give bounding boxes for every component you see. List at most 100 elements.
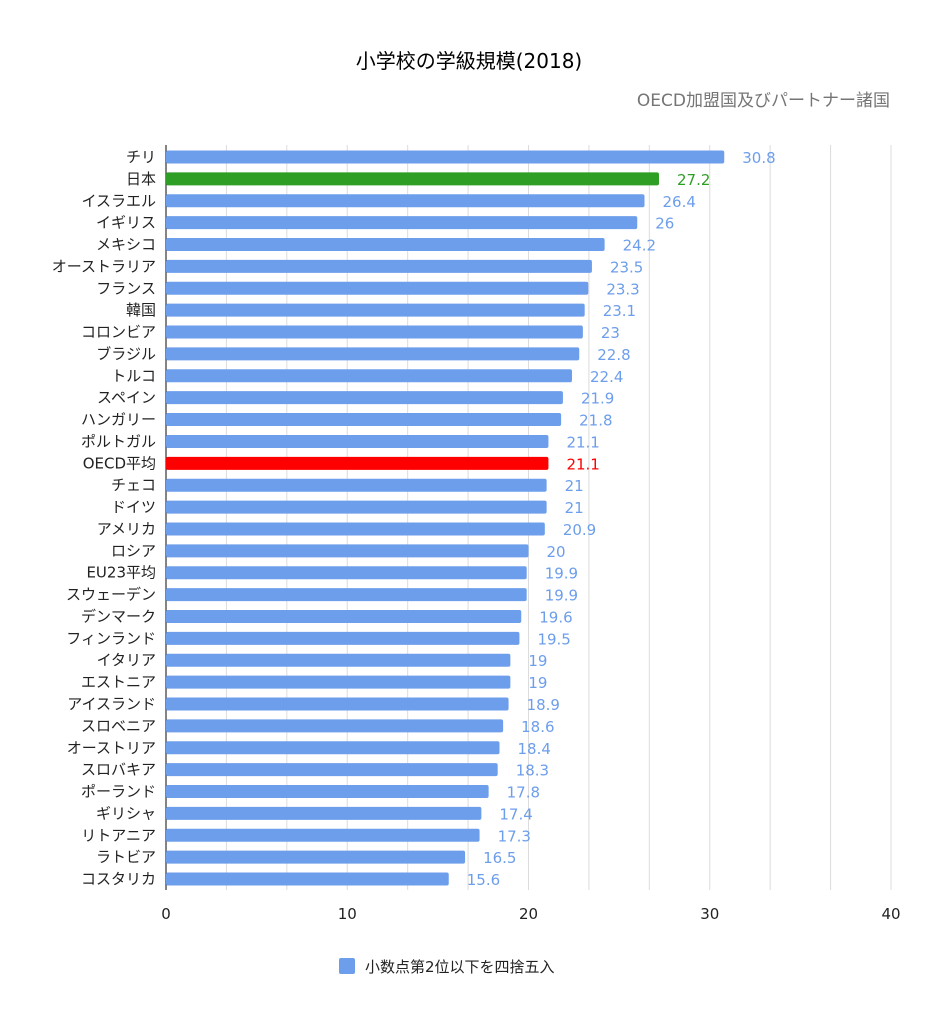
category-label: ギリシャ <box>96 804 156 822</box>
category-label: オーストリア <box>67 739 156 757</box>
bar <box>166 828 480 842</box>
value-label: 23 <box>601 324 620 342</box>
chart-subtitle: OECD加盟国及びパートナー諸国 <box>637 91 890 111</box>
bar <box>166 850 466 864</box>
category-label: ブラジル <box>96 345 156 363</box>
value-label: 17.8 <box>507 784 540 802</box>
bar <box>166 216 638 230</box>
value-label: 23.5 <box>610 258 643 276</box>
bar <box>166 631 520 645</box>
category-label: イギリス <box>96 214 156 232</box>
value-label: 18.6 <box>521 718 554 736</box>
legend-label: 小数点第2位以下を四捨五入 <box>365 958 555 976</box>
bar <box>166 544 529 558</box>
bar <box>166 609 522 623</box>
category-label: スロバキア <box>81 761 156 779</box>
bar <box>166 588 527 602</box>
value-label: 15.6 <box>467 871 500 889</box>
bar <box>166 281 589 295</box>
value-label: 23.3 <box>606 280 639 298</box>
bar <box>166 675 511 689</box>
category-label: イスラエル <box>81 192 156 210</box>
value-label: 21 <box>565 499 584 517</box>
value-label: 19.9 <box>545 587 578 605</box>
bar <box>166 238 605 252</box>
value-label: 18.3 <box>516 762 549 780</box>
bar <box>166 413 562 427</box>
value-label: 26 <box>655 215 674 233</box>
bar <box>166 522 545 536</box>
value-labels: 30.8 27.2 26.4 26 24.2 23.5 23.3 23.1 23 22.8 22.4… <box>467 149 776 889</box>
category-label: 日本 <box>126 170 156 188</box>
category-label: ハンガリー <box>81 411 156 429</box>
bars <box>166 150 725 886</box>
category-label: フィンランド <box>66 629 156 647</box>
category-label: スロベニア <box>81 717 156 735</box>
bar <box>166 325 583 339</box>
x-tick-label: 0 <box>161 905 171 923</box>
bar <box>166 194 645 208</box>
category-label: ポルトガル <box>81 432 156 450</box>
value-label: 23.1 <box>603 302 636 320</box>
value-label: 18.9 <box>527 696 560 714</box>
category-label: リトアニア <box>81 826 156 844</box>
bar <box>166 150 725 164</box>
x-tick-label: 30 <box>700 905 719 923</box>
legend: 小数点第2位以下を四捨五入 <box>339 958 555 976</box>
category-label: コスタリカ <box>81 870 156 888</box>
value-label: 21.1 <box>566 433 599 451</box>
legend-swatch <box>339 958 355 974</box>
value-label: 19.5 <box>537 630 570 648</box>
bar <box>166 653 511 667</box>
bar <box>166 872 449 886</box>
category-label: チリ <box>126 148 156 166</box>
category-label: ドイツ <box>111 498 156 516</box>
value-label: 17.3 <box>498 827 531 845</box>
category-label: デンマーク <box>81 607 156 625</box>
bar <box>166 347 580 361</box>
bar <box>166 303 585 317</box>
value-label: 20.9 <box>563 521 596 539</box>
bar <box>166 741 500 755</box>
value-label: 22.8 <box>597 346 630 364</box>
bar <box>166 434 549 448</box>
x-tick-label: 20 <box>519 905 538 923</box>
bar <box>166 478 547 492</box>
category-label: イタリア <box>97 651 156 669</box>
bar <box>166 719 504 733</box>
value-label: 19 <box>528 674 547 692</box>
category-label: メキシコ <box>96 236 156 254</box>
value-label: 24.2 <box>623 237 656 255</box>
value-label: 21 <box>565 477 584 495</box>
value-label: 20 <box>547 543 566 561</box>
category-label: フランス <box>96 279 156 297</box>
value-label: 22.4 <box>590 368 623 386</box>
category-label: コロンビア <box>81 323 156 341</box>
category-label: アメリカ <box>97 520 156 538</box>
category-label: 韓国 <box>126 301 156 319</box>
value-label: 21.8 <box>579 412 612 430</box>
bar <box>166 456 549 470</box>
value-label: 21.1 <box>566 455 599 473</box>
value-label: 21.9 <box>581 390 614 408</box>
value-label: 19.9 <box>545 565 578 583</box>
bar <box>166 697 509 711</box>
bar <box>166 566 527 580</box>
bar <box>166 785 489 799</box>
value-label: 19 <box>528 652 547 670</box>
value-label: 17.4 <box>499 805 532 823</box>
chart-title: 小学校の学級規模(2018) <box>356 49 583 73</box>
value-label: 26.4 <box>663 193 696 211</box>
category-label: ロシア <box>111 542 156 560</box>
bar <box>166 172 659 186</box>
bar <box>166 806 482 820</box>
bar <box>166 391 563 405</box>
category-label: オーストラリア <box>52 257 156 275</box>
category-label: ラトビア <box>96 848 156 866</box>
x-tick-label: 40 <box>881 905 900 923</box>
bar <box>166 500 547 514</box>
value-label: 19.6 <box>539 608 572 626</box>
category-label: トルコ <box>111 367 156 385</box>
value-label: 27.2 <box>677 171 710 189</box>
